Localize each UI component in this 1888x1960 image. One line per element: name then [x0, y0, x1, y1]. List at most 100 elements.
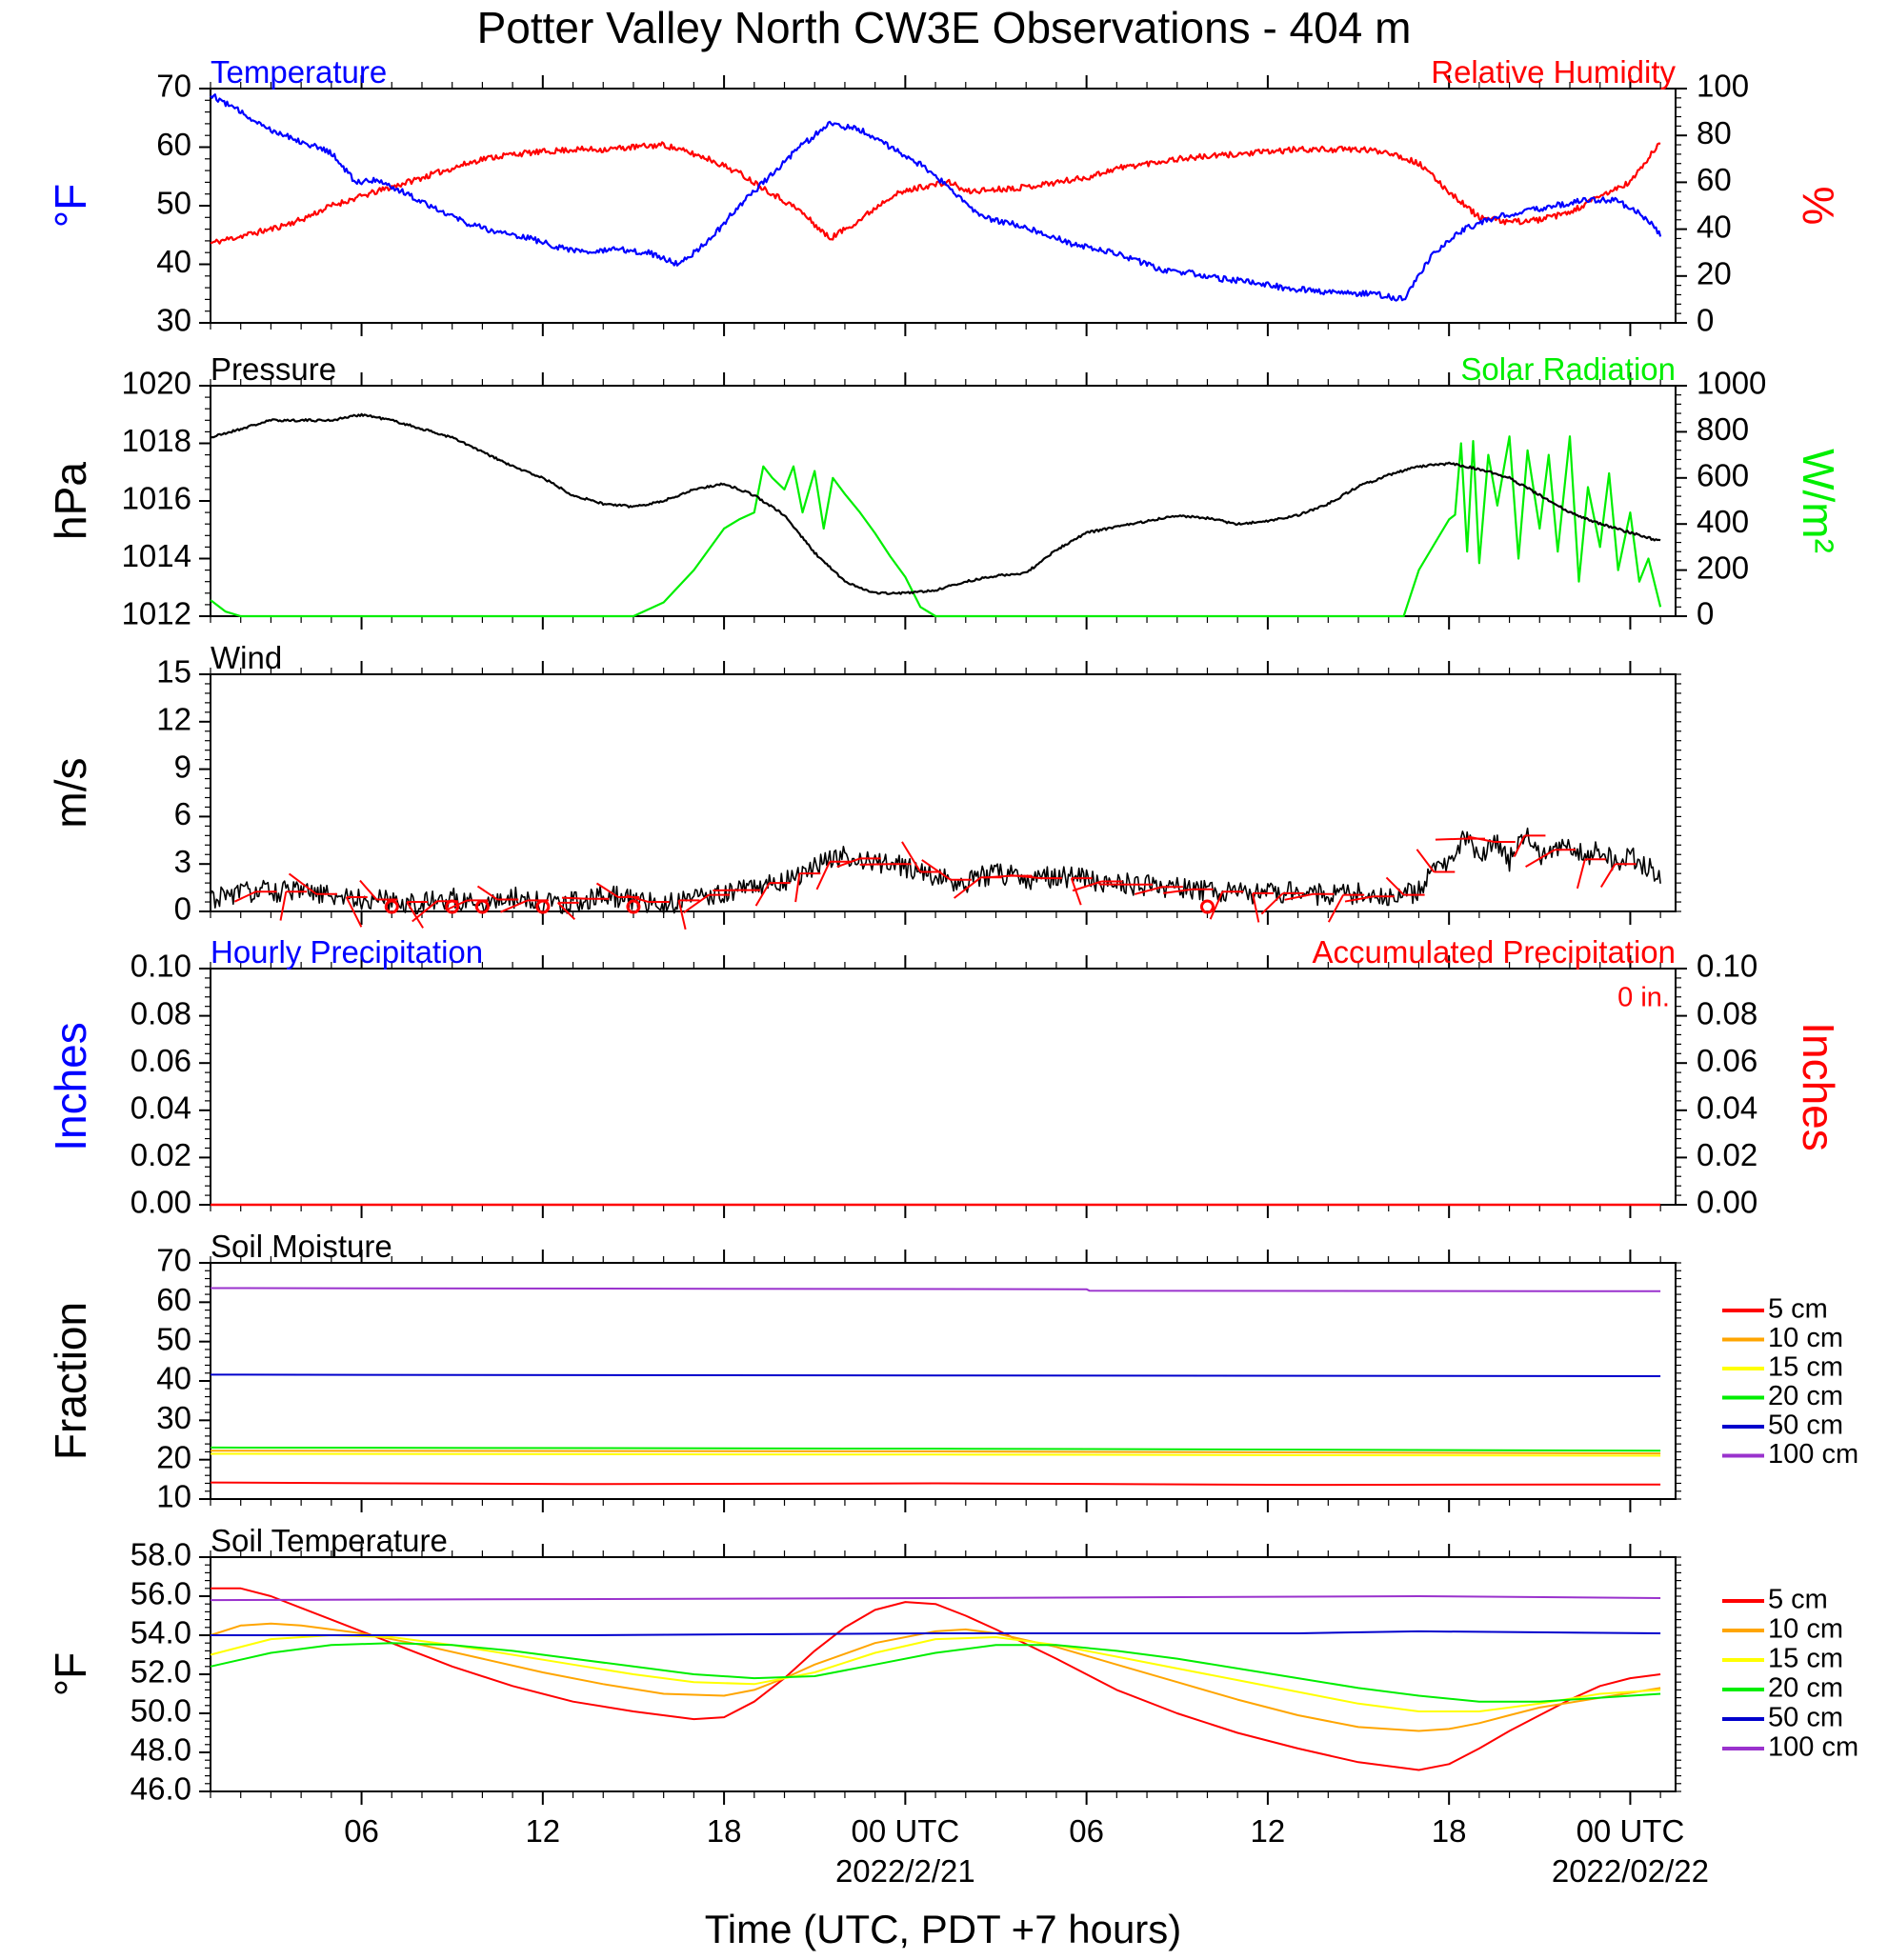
- wind-barb: [954, 876, 982, 899]
- wind-barb: [345, 896, 363, 928]
- x-axis-title: Time (UTC, PDT +7 hours): [705, 1907, 1182, 1951]
- wind-barb: [1344, 895, 1375, 903]
- y-tick-label-left: 0.10: [131, 949, 191, 984]
- y-tick-label-right: 800: [1697, 411, 1749, 447]
- y-tick-label-left: 3: [174, 844, 191, 879]
- y-tick-label-left: 6: [174, 796, 191, 831]
- y-tick-label-left: 15: [156, 654, 191, 690]
- y-tick-label-right: 1000: [1697, 366, 1766, 401]
- x-tick-date-label: 2022/2/21: [835, 1853, 975, 1889]
- panel-frame-precipitation: [210, 968, 1677, 1206]
- y-tick-label-left: 52.0: [131, 1654, 191, 1690]
- y-tick-label-left: 1016: [122, 481, 191, 516]
- y-tick-label-left: 60: [156, 1282, 191, 1317]
- panel-title-left: Soil Temperature: [211, 1523, 448, 1558]
- panel-title-left: Temperature: [211, 54, 387, 90]
- panel-title-left: Hourly Precipitation: [211, 934, 483, 970]
- calm-wind-marker: [1199, 899, 1215, 914]
- y-tick-label-left: 30: [156, 1400, 191, 1435]
- wind-barb: [1327, 894, 1345, 923]
- wind-barb: [476, 885, 498, 901]
- y-tick-label-left: 12: [156, 702, 191, 737]
- soil-moisture-line: [210, 1450, 1661, 1455]
- y-tick-label-left: 40: [156, 244, 191, 279]
- y-tick-label-right: 0.06: [1697, 1043, 1757, 1078]
- x-tick-label: 18: [1432, 1813, 1467, 1849]
- y-tick-label-right: 60: [1697, 162, 1732, 197]
- y-tick-label-right: 0.08: [1697, 995, 1757, 1030]
- y-tick-label-left: 60: [156, 127, 191, 162]
- wind-barb: [412, 900, 438, 923]
- y-axis-label-left: Fraction: [46, 1302, 95, 1460]
- panel-frame-soil_temperature: [210, 1556, 1677, 1792]
- soil-moisture-line: [210, 1373, 1661, 1377]
- y-tick-label-left: 10: [156, 1479, 191, 1514]
- x-tick-label: 06: [344, 1813, 379, 1849]
- y-tick-label-right: 600: [1697, 458, 1749, 493]
- wind-barb: [683, 893, 710, 914]
- wind-barb: [1435, 837, 1465, 841]
- calm-wind-marker: [535, 899, 551, 914]
- y-tick-label-left: 0.02: [131, 1137, 191, 1172]
- panel-title-right: Solar Radiation: [1460, 351, 1676, 387]
- legend-label: 100 cm: [1768, 1439, 1858, 1470]
- wind-barb: [500, 899, 529, 913]
- wind-barb: [1072, 880, 1102, 892]
- panel-title-right: Accumulated Precipitation: [1312, 934, 1676, 970]
- calm-wind-marker: [445, 899, 460, 914]
- soil-moisture-line: [210, 1452, 1661, 1457]
- wind-barb: [1467, 835, 1495, 843]
- y-tick-label-left: 1012: [122, 596, 191, 631]
- y-tick-label-right: 40: [1697, 209, 1732, 244]
- legend-label: 10 cm: [1768, 1323, 1843, 1353]
- legend-label: 20 cm: [1768, 1381, 1843, 1411]
- y-tick-label-left: 70: [156, 1243, 191, 1278]
- soil-temperature-line: [211, 1587, 1661, 1771]
- legend-label: 50 cm: [1768, 1410, 1843, 1441]
- calm-wind-marker: [626, 899, 641, 914]
- y-tick-label-right: 0.00: [1697, 1185, 1757, 1220]
- wind-barb: [1599, 863, 1617, 889]
- soil-moisture-line: [210, 1287, 1661, 1292]
- panel-title-left: Soil Moisture: [211, 1229, 392, 1264]
- legend-label: 50 cm: [1768, 1703, 1843, 1733]
- wind-barb: [279, 891, 288, 921]
- y-axis-label-right: %: [1794, 187, 1843, 226]
- y-tick-label-right: 100: [1697, 69, 1749, 104]
- wind-barb: [677, 900, 687, 930]
- y-tick-label-right: 0.02: [1697, 1137, 1757, 1172]
- wind-speed-line: [210, 827, 1661, 915]
- legend-label: 5 cm: [1768, 1294, 1828, 1325]
- soil-temperature-line: [210, 1595, 1661, 1602]
- y-tick-label-left: 30: [156, 303, 191, 338]
- wind-barb: [1260, 892, 1284, 915]
- y-axis-label-right: Inches: [1794, 1022, 1843, 1151]
- y-axis-label-left: Inches: [46, 1022, 95, 1151]
- wind-barb: [1070, 877, 1082, 906]
- y-tick-label-right: 0.04: [1697, 1090, 1757, 1126]
- humidity-line: [210, 141, 1661, 245]
- y-tick-label-right: 200: [1697, 550, 1749, 585]
- y-tick-label-left: 56.0: [131, 1576, 191, 1611]
- y-tick-label-left: 54.0: [131, 1615, 191, 1650]
- wind-barb: [794, 873, 801, 903]
- wind-barb: [595, 882, 619, 898]
- wind-barb: [288, 872, 317, 895]
- page-title: Potter Valley North CW3E Observations - …: [476, 3, 1412, 52]
- wind-barb: [921, 859, 952, 881]
- wind-barb: [836, 857, 861, 869]
- accumulated-total-label: 0 in.: [1617, 983, 1670, 1013]
- y-axis-label-left: °F: [46, 184, 95, 229]
- wind-barb: [1416, 849, 1436, 873]
- x-tick-label: 12: [525, 1813, 560, 1849]
- legend-label: 20 cm: [1768, 1673, 1843, 1704]
- soil-moisture-line: [210, 1446, 1661, 1452]
- wind-barb: [1513, 834, 1526, 858]
- y-tick-label-left: 40: [156, 1361, 191, 1396]
- y-tick-label-left: 50.0: [131, 1693, 191, 1729]
- panel-title-left: Pressure: [211, 351, 336, 387]
- wind-barb: [1134, 886, 1163, 895]
- wind-barb: [1576, 858, 1586, 890]
- x-tick-label: 12: [1251, 1813, 1286, 1849]
